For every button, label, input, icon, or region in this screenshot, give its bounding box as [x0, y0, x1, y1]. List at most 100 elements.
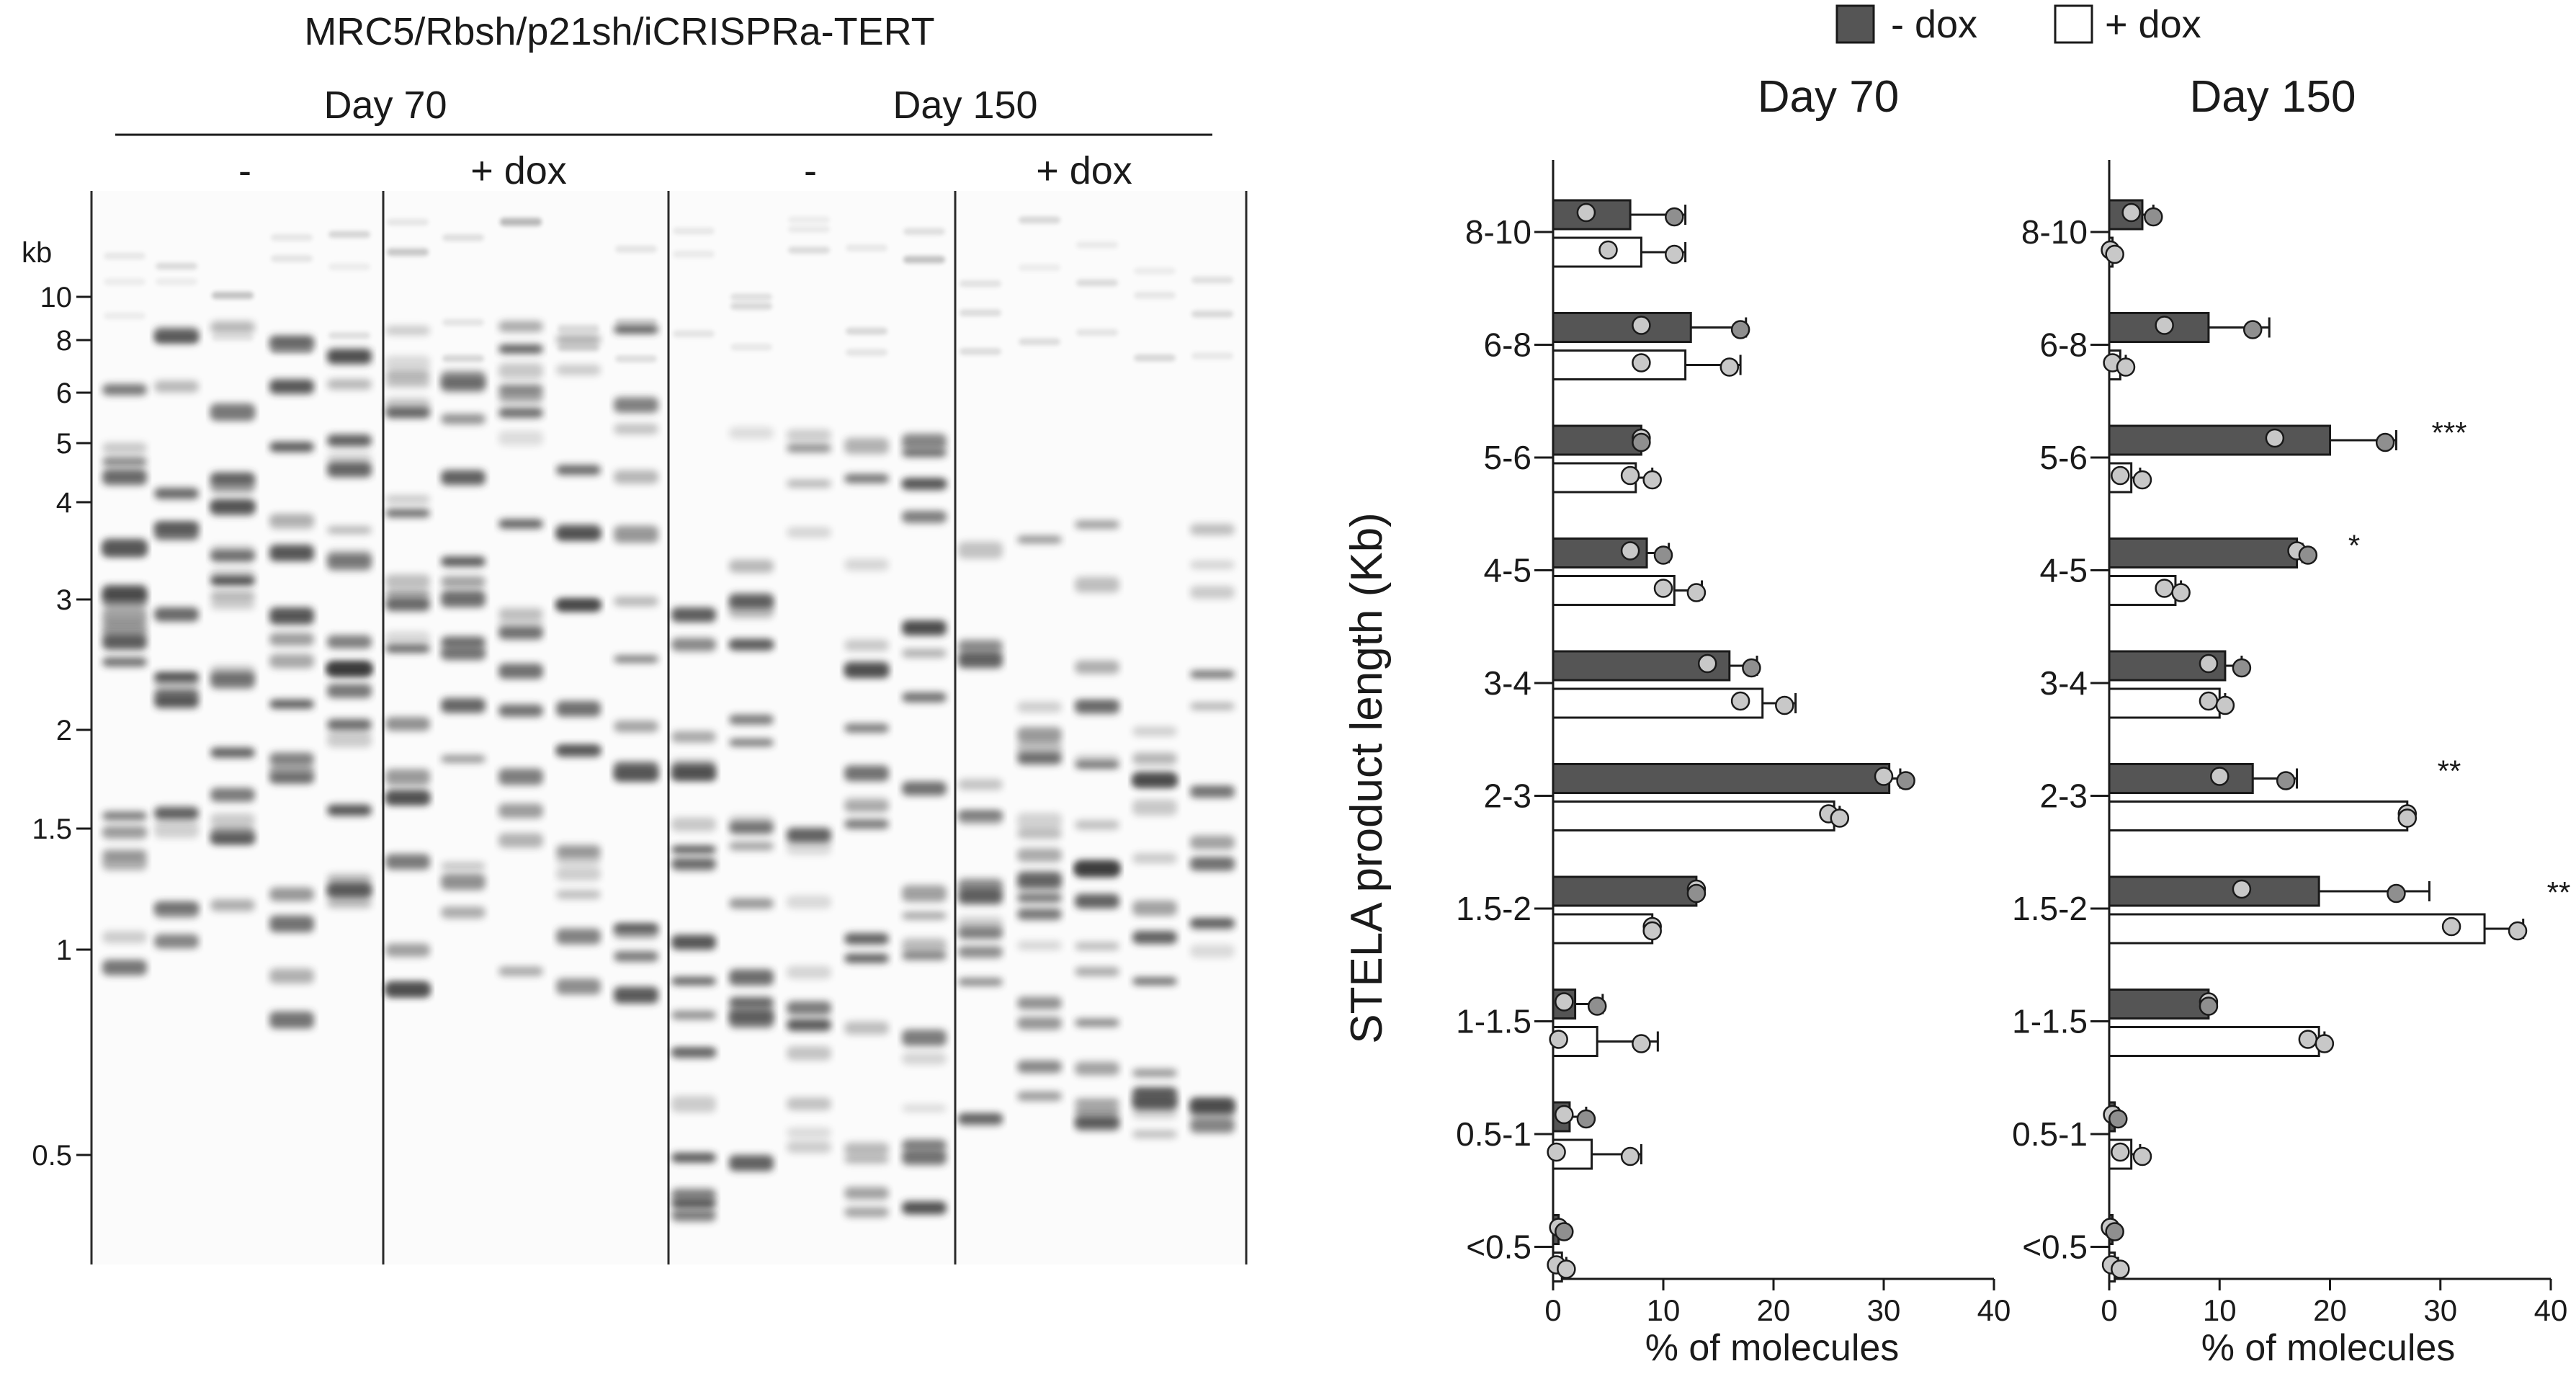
gel-band: [844, 1142, 889, 1156]
gel-band: [844, 953, 889, 963]
gel-band: [958, 639, 1003, 653]
gel-band: [1019, 264, 1060, 272]
gel-band: [556, 465, 601, 476]
gel-band: [212, 334, 254, 342]
replicate-point: [2298, 1030, 2318, 1049]
gel-band: [328, 263, 370, 271]
replicate-point: [1587, 996, 1607, 1016]
gel-band: [102, 384, 147, 396]
gel-band: [327, 664, 372, 677]
gel-bands: [102, 216, 1235, 1222]
gel-band: [614, 655, 658, 663]
gel-band: [729, 969, 774, 986]
gel-band: [729, 739, 774, 746]
bar-minus-dox: [2108, 537, 2299, 568]
gel-band: [498, 803, 543, 818]
bar-plus-dox: [1552, 913, 1654, 945]
gel-band: [671, 731, 716, 743]
gel-band: [1075, 820, 1119, 830]
gel-band: [902, 885, 947, 902]
gel-band: [102, 442, 147, 453]
gel-band: [385, 398, 430, 416]
gel-band: [673, 330, 715, 338]
gel-band: [1017, 893, 1062, 904]
x-tick-label: 0: [1544, 1293, 1561, 1327]
gel-band: [385, 495, 430, 504]
gel-band: [102, 811, 147, 821]
replicate-point: [1555, 992, 1574, 1012]
gel-band: [1190, 702, 1235, 710]
replicate-point: [1874, 767, 1894, 786]
bar-minus-dox: [2108, 989, 2210, 1020]
gel-band: [844, 639, 889, 651]
ladder-label: 10: [40, 282, 73, 313]
replicate-point: [1653, 579, 1673, 598]
gel-band: [1017, 1091, 1062, 1102]
gel-band: [1075, 660, 1119, 674]
gel-band: [1017, 848, 1062, 862]
replicate-point: [2276, 771, 2296, 790]
gel-band: [846, 327, 887, 335]
gel-band: [102, 960, 147, 976]
gel-band: [154, 675, 199, 689]
x-tick-label: 40: [1977, 1293, 2011, 1327]
gel-band: [844, 1155, 889, 1164]
gel-band: [385, 574, 430, 589]
gel-band: [441, 556, 486, 567]
gel-band: [500, 220, 542, 228]
category-label: <0.5: [1466, 1228, 1531, 1266]
gel-band: [102, 469, 147, 486]
replicate-point: [1742, 658, 1761, 678]
gel-band: [1190, 857, 1235, 865]
gel-band: [210, 576, 255, 586]
gel-band: [269, 633, 314, 646]
ladder-label: 3: [56, 584, 72, 616]
gel-band: [269, 752, 314, 766]
bar-minus-dox: [1552, 312, 1692, 343]
gel-band: [154, 806, 199, 820]
category-label: 3-4: [1484, 664, 1531, 702]
gel-band: [671, 857, 716, 870]
gel-band: [327, 378, 372, 390]
gel-band: [385, 789, 430, 803]
gel-band: [1017, 829, 1062, 839]
replicate-point: [2155, 316, 2174, 335]
gel-band: [154, 488, 199, 499]
gel-band: [210, 788, 255, 802]
gel-band: [154, 934, 199, 949]
gel-band: [156, 335, 197, 343]
category-label: 1.5-2: [2012, 890, 2088, 927]
gel-band: [958, 779, 1003, 790]
gel-band: [556, 852, 601, 865]
gel-band: [1075, 1098, 1119, 1107]
gel-band: [441, 414, 486, 424]
gel-band: [671, 638, 716, 651]
gel-band: [1190, 523, 1235, 535]
replicate-point: [1775, 695, 1794, 715]
replicate-point: [2155, 579, 2174, 598]
gel-band: [1134, 291, 1176, 299]
bar-minus-dox: [2108, 763, 2254, 794]
gel-band: [844, 723, 889, 733]
gel-band: [1134, 354, 1176, 362]
gel-band: [498, 408, 543, 418]
bar-plus-dox: [1552, 800, 1835, 831]
gel-band: [387, 249, 429, 257]
replicate-point: [2387, 883, 2406, 904]
gel-band: [902, 938, 947, 953]
gel-band: [1075, 520, 1119, 529]
gel-band: [1134, 267, 1176, 275]
gel-band: [903, 228, 945, 236]
gel-band: [671, 607, 716, 623]
gel-band: [327, 452, 372, 463]
gel-band: [269, 887, 314, 901]
x-tick-label: 40: [2534, 1293, 2568, 1327]
replicate-point: [2315, 1034, 2335, 1053]
gel-band: [498, 344, 543, 354]
gel-band: [327, 434, 372, 447]
gel-band: [269, 764, 314, 781]
replicate-point: [1730, 320, 1750, 339]
gel-band: [1075, 576, 1119, 593]
gel-band: [269, 335, 314, 346]
gel-band: [154, 821, 199, 839]
